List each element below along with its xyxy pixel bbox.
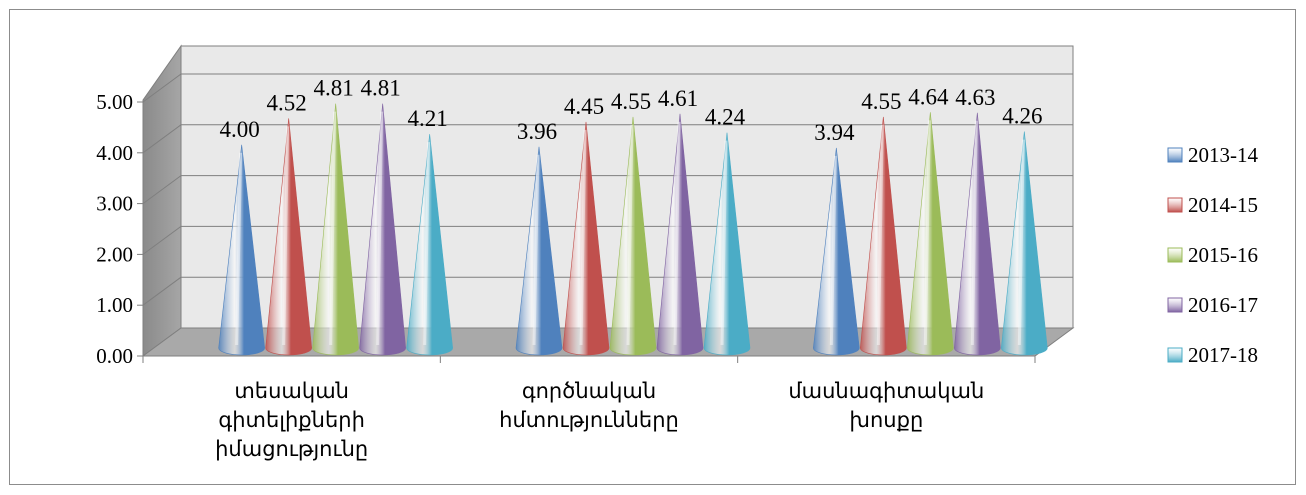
data-label: 4.00 xyxy=(220,117,260,142)
category-label: իմացությունը xyxy=(215,437,368,461)
y-tick-label: 2.00 xyxy=(96,242,133,266)
legend-label: 2014-15 xyxy=(1188,193,1258,217)
data-labels: 4.00 4.52 4.81 4.81 4.21 3.96 4.45 4.55 4.61 4.24… xyxy=(220,76,1043,145)
legend-swatch xyxy=(1167,247,1183,263)
cone-mark xyxy=(907,112,954,356)
legend-swatch xyxy=(1167,297,1183,313)
data-label: 4.26 xyxy=(1002,104,1042,129)
gridline-depth xyxy=(142,124,182,154)
legend-label: 2013-14 xyxy=(1188,143,1258,167)
category-label: գիտելիքների xyxy=(218,408,365,432)
data-label: 4.55 xyxy=(611,89,651,114)
cone-mark xyxy=(1001,131,1048,356)
cone-highlight xyxy=(1017,139,1025,346)
cone-highlight xyxy=(532,154,540,346)
data-label: 4.21 xyxy=(408,106,448,131)
cone-series xyxy=(218,103,1048,356)
cone-highlight xyxy=(376,111,384,346)
cone-highlight xyxy=(673,121,681,346)
cone-mark xyxy=(312,103,359,356)
cone-highlight xyxy=(876,124,884,346)
y-axis: 0.00 1.00 2.00 3.00 4.00 5.00 xyxy=(96,90,144,368)
legend: 2013-14 2014-15 2015-16 2016-17 2017-18 xyxy=(1167,143,1258,367)
y-tick-label: 4.00 xyxy=(96,141,133,165)
gridline-depth xyxy=(142,276,182,306)
data-label: 4.61 xyxy=(658,86,698,111)
data-label: 3.96 xyxy=(517,119,557,144)
cone-mark xyxy=(406,134,453,356)
data-label: 3.94 xyxy=(814,120,855,145)
category-label: մասնագիտական xyxy=(788,379,984,403)
gridline-depth xyxy=(142,175,182,205)
y-tick-label: 3.00 xyxy=(96,192,133,216)
category-label: գործնական xyxy=(522,379,656,403)
legend-swatch xyxy=(1167,197,1183,213)
side-wall xyxy=(142,44,182,357)
cone-highlight xyxy=(235,152,243,346)
legend-label: 2015-16 xyxy=(1188,243,1258,267)
data-label: 4.52 xyxy=(267,90,307,115)
y-tick-label: 0.00 xyxy=(96,344,133,368)
legend-label: 2017-18 xyxy=(1188,343,1258,367)
cone-mark xyxy=(860,116,907,356)
data-label: 4.81 xyxy=(314,76,354,101)
cone-mark xyxy=(515,146,563,356)
data-label: 4.64 xyxy=(908,84,949,109)
data-label: 4.45 xyxy=(564,94,604,119)
y-tick-label: 1.00 xyxy=(96,293,133,317)
category-label: խոսքը xyxy=(849,408,923,432)
category-label: հմտությունները xyxy=(499,408,679,432)
cone-mark xyxy=(954,112,1001,356)
cone-mark xyxy=(656,113,704,356)
cone-mark xyxy=(265,118,312,356)
cone-highlight xyxy=(282,126,290,346)
legend-swatch xyxy=(1167,147,1183,163)
cone-mark xyxy=(813,147,860,356)
cone-mark xyxy=(218,144,265,356)
gridline-depth xyxy=(142,225,182,255)
legend-swatch xyxy=(1167,347,1183,363)
cone-highlight xyxy=(720,140,728,346)
data-label: 4.24 xyxy=(705,105,746,130)
category-label: տեսական xyxy=(234,379,349,403)
cone-highlight xyxy=(829,155,837,346)
cone-mark xyxy=(359,103,406,356)
gridline-depth xyxy=(142,73,182,103)
x-axis: տեսական գիտելիքների իմացությունը գործնական հ… xyxy=(142,355,1036,461)
cone-highlight xyxy=(329,111,337,346)
data-label: 4.81 xyxy=(361,76,401,101)
cone-highlight xyxy=(923,120,931,346)
cone-mark xyxy=(562,121,610,356)
y-tick-label: 5.00 xyxy=(96,90,133,114)
data-label: 4.55 xyxy=(861,89,901,114)
cone-mark xyxy=(703,132,751,356)
cone-highlight xyxy=(423,142,431,346)
data-label: 4.63 xyxy=(955,85,995,110)
cone-highlight xyxy=(579,129,587,346)
cone-highlight xyxy=(626,124,634,346)
legend-label: 2016-17 xyxy=(1188,293,1258,317)
cone-mark xyxy=(609,116,657,356)
cone-highlight xyxy=(970,120,978,346)
